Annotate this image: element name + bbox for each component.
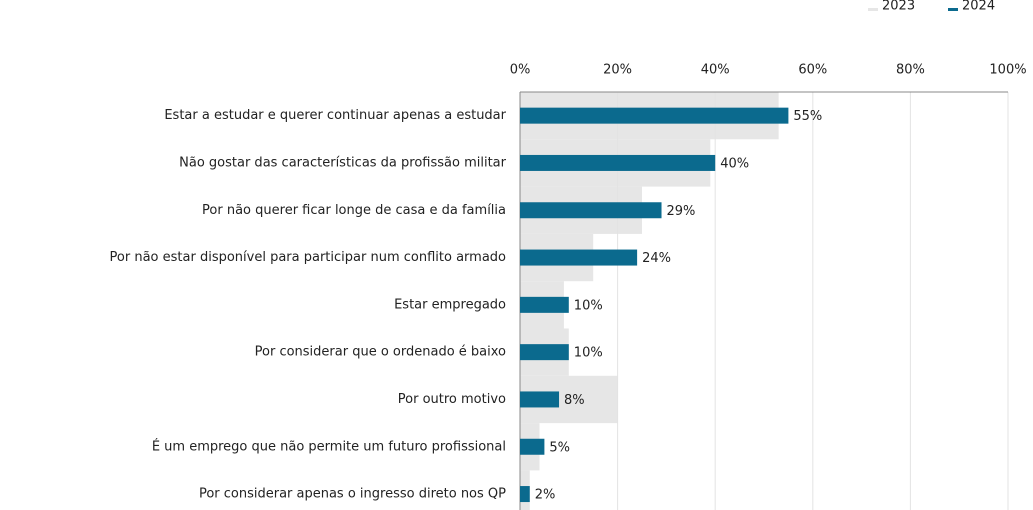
bar-2024 — [520, 438, 545, 455]
category-label: Por não querer ficar longe de casa e da … — [202, 203, 506, 218]
legend-label: 2023 — [882, 0, 915, 14]
value-label: 8% — [564, 393, 585, 408]
x-tick-label: 100% — [989, 63, 1026, 78]
bar-2024 — [520, 249, 638, 266]
x-tick-label: 80% — [896, 63, 925, 78]
category-label: Estar a estudar e querer continuar apena… — [164, 108, 506, 123]
category-label: Por outro motivo — [398, 392, 506, 407]
category-label: Por considerar que o ordenado é baixo — [255, 345, 506, 360]
value-label: 2% — [535, 488, 556, 503]
value-label: 29% — [667, 204, 696, 219]
legend-swatch — [948, 8, 958, 11]
value-label: 10% — [574, 298, 603, 313]
bar-2024 — [520, 107, 789, 124]
category-label: É um emprego que não permite um futuro p… — [152, 438, 506, 454]
bar-2024 — [520, 486, 530, 503]
category-label: Estar empregado — [394, 297, 506, 312]
value-label: 10% — [574, 346, 603, 361]
x-tick-label: 0% — [510, 63, 531, 78]
value-label: 24% — [642, 251, 671, 266]
value-label: 55% — [793, 109, 822, 124]
bar-2024 — [520, 202, 662, 219]
x-tick-label: 20% — [603, 63, 632, 78]
legend-swatch — [868, 8, 878, 11]
value-label: 5% — [549, 440, 570, 455]
category-label: Não gostar das características da profis… — [179, 155, 507, 170]
legend-label: 2024 — [962, 0, 995, 14]
value-label: 40% — [720, 156, 749, 171]
bar-2024 — [520, 296, 569, 313]
bar-2024 — [520, 391, 560, 408]
x-tick-label: 60% — [798, 63, 827, 78]
bar-2024 — [520, 154, 716, 171]
category-label: Por considerar apenas o ingresso direto … — [199, 487, 506, 502]
bar-2024 — [520, 344, 569, 361]
category-label: Por não estar disponível para participar… — [110, 250, 506, 265]
x-tick-label: 40% — [701, 63, 730, 78]
